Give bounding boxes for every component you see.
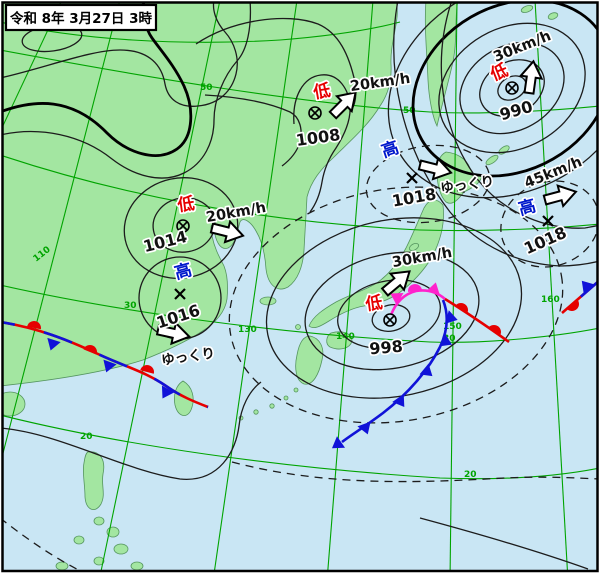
grid-label: 150	[443, 322, 462, 332]
isobar	[438, 22, 586, 154]
front-layer	[3, 276, 597, 455]
cold-front	[327, 299, 460, 455]
isobar	[123, 177, 239, 279]
ryukyu-island	[253, 409, 259, 415]
ryukyu-island	[269, 403, 275, 409]
isobar	[293, 74, 351, 213]
isobar	[497, 75, 527, 101]
longitude-line-160e	[534, 3, 568, 571]
tsushima-island	[295, 324, 301, 330]
isobar-dashed	[231, 461, 597, 483]
latitude-line-50n	[3, 49, 597, 114]
isobar	[371, 304, 411, 332]
low-label: 低	[175, 193, 196, 216]
small-island	[520, 5, 534, 13]
map-title: 令和 8年 3月27日 3時	[9, 10, 153, 27]
isobar	[393, 3, 597, 267]
latitude-line-30n	[3, 285, 597, 343]
cheju-island	[259, 296, 277, 306]
philippine-island	[55, 561, 69, 571]
isobar	[3, 3, 238, 107]
low-label: 低	[363, 292, 384, 315]
isobar-bold	[411, 3, 597, 178]
pressure-value: 1008	[295, 125, 342, 150]
isobar	[479, 59, 545, 117]
grid-label: 30	[443, 334, 456, 344]
philippine-island	[130, 561, 144, 571]
movement-speed: ゆっくり	[160, 345, 216, 368]
grid-label: 50	[403, 106, 416, 116]
hainan-island	[3, 391, 26, 417]
latitude-line-20n	[3, 415, 597, 480]
pressure-value: 998	[369, 337, 404, 359]
grid-label: 20	[80, 432, 93, 442]
stationary-front-east	[561, 276, 597, 314]
title-box-frame	[4, 3, 158, 32]
isobar-dashed	[3, 519, 83, 571]
occluded-front	[386, 280, 446, 316]
luzon-island	[82, 451, 105, 510]
isobar	[459, 41, 565, 135]
isobar	[152, 197, 216, 253]
philippine-island	[73, 535, 85, 545]
grid-label: 20	[464, 470, 477, 480]
latitude-line-40n	[3, 155, 597, 232]
sado-island	[409, 242, 419, 252]
isobar	[440, 3, 597, 229]
title-box: 令和 8年 3月27日 3時	[4, 3, 158, 32]
philippine-island	[113, 543, 129, 555]
longitude-line-120e	[100, 3, 220, 571]
isobar-bold	[3, 3, 193, 157]
isobar	[3, 381, 262, 480]
grid-label: 30	[124, 301, 137, 311]
longitude-line-110e	[3, 3, 120, 456]
longitude-line-150e	[449, 3, 458, 571]
low-label: 低	[311, 80, 332, 104]
warm-front	[444, 297, 510, 344]
isobar-dashed	[228, 186, 564, 424]
isobar	[419, 517, 589, 570]
isobar	[265, 217, 523, 399]
isobar	[337, 279, 441, 349]
honshu-island	[308, 199, 444, 329]
small-island	[547, 12, 559, 20]
latitude-line-60n	[3, 21, 401, 43]
longitude-line-140e	[327, 3, 374, 571]
isobar	[304, 251, 480, 371]
stationary-front	[3, 319, 209, 409]
isobar	[3, 3, 252, 179]
grid-label: 130	[238, 325, 257, 335]
ryukyu-island	[293, 387, 299, 393]
philippine-island	[93, 516, 105, 526]
philippine-island	[145, 574, 155, 580]
grid-label: 160	[541, 295, 560, 305]
kuril-island	[485, 154, 499, 166]
isobar	[204, 94, 302, 167]
grid-label: 50	[200, 83, 213, 93]
philippine-island	[93, 556, 105, 566]
ryukyu-island	[283, 395, 289, 401]
